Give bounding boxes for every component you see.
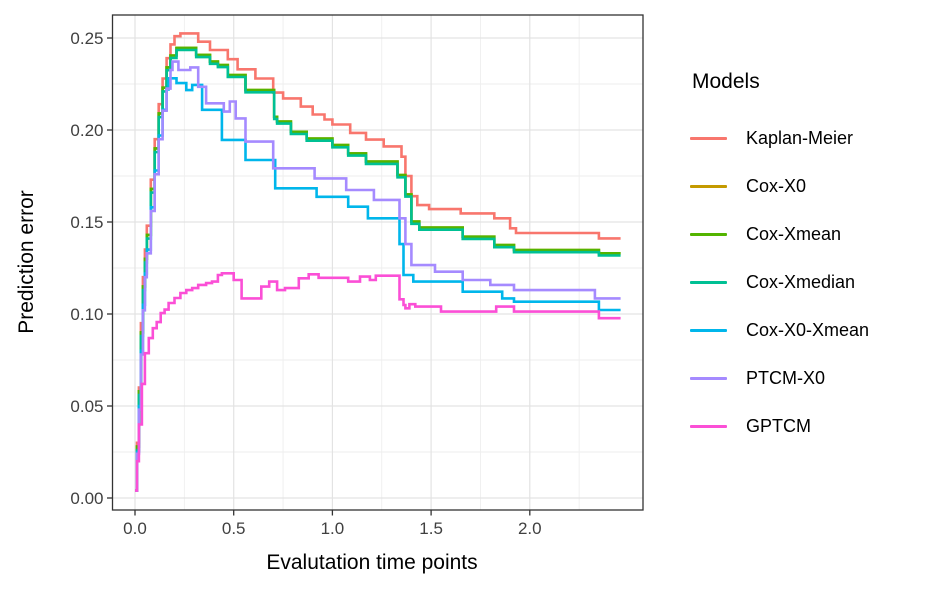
legend-label: Cox-Xmean <box>746 223 842 244</box>
y-tick-label: 0.15 <box>70 213 103 232</box>
legend-label: GPTCM <box>746 415 811 436</box>
legend: Models Kaplan-Meier Cox-X0 Cox-Xmean Cox-Xm… <box>690 70 869 450</box>
x-tick-label: 1.0 <box>321 519 345 538</box>
legend-label: PTCM-X0 <box>746 367 826 388</box>
legend-swatch-cox-xmedian <box>690 280 727 284</box>
legend-swatch-cox-x0-xmean <box>690 328 727 332</box>
legend-item-cox-xmedian: Cox-Xmedian <box>690 258 869 306</box>
legend-item-gptcm: GPTCM <box>690 402 869 450</box>
y-tick-label: 0.05 <box>70 397 103 416</box>
x-tick-label: 0.5 <box>222 519 246 538</box>
legend-swatch-gptcm <box>690 424 727 428</box>
y-tick-label: 0.20 <box>70 121 103 140</box>
y-tick-label: 0.10 <box>70 305 103 324</box>
panel-border <box>111 14 644 511</box>
legend-item-kaplan-meier: Kaplan-Meier <box>690 114 869 162</box>
legend-item-cox-x0-xmean: Cox-X0-Xmean <box>690 306 869 354</box>
legend-swatch-cox-xmean <box>690 232 727 236</box>
y-axis-title: Prediction error <box>15 190 38 334</box>
legend-items: Kaplan-Meier Cox-X0 Cox-Xmean Cox-Xmedian Co… <box>690 114 869 450</box>
y-tick-label: 0.25 <box>70 29 103 48</box>
x-tick-label: 1.5 <box>419 519 443 538</box>
x-tick-label: 2.0 <box>518 519 542 538</box>
series-line-ptcm-x0 <box>135 60 621 492</box>
legend-label: Cox-X0 <box>746 175 807 196</box>
legend-swatch-cox-x0 <box>690 184 727 188</box>
series-line-gptcm <box>135 272 621 492</box>
legend-item-ptcm-x0: PTCM-X0 <box>690 354 869 402</box>
legend-swatch-ptcm-x0 <box>690 376 727 380</box>
legend-item-cox-xmean: Cox-Xmean <box>690 210 869 258</box>
x-axis-title: Evalutation time points <box>266 551 478 574</box>
legend-label: Cox-X0-Xmean <box>746 319 870 340</box>
legend-swatch-kaplan-meier <box>690 136 727 140</box>
y-tick-label: 0.00 <box>70 489 103 508</box>
legend-title: Models <box>692 70 760 93</box>
legend-label: Cox-Xmedian <box>746 271 856 292</box>
legend-item-cox-x0: Cox-X0 <box>690 162 869 210</box>
x-tick-label: 0.0 <box>123 519 147 538</box>
legend-label: Kaplan-Meier <box>746 127 854 148</box>
